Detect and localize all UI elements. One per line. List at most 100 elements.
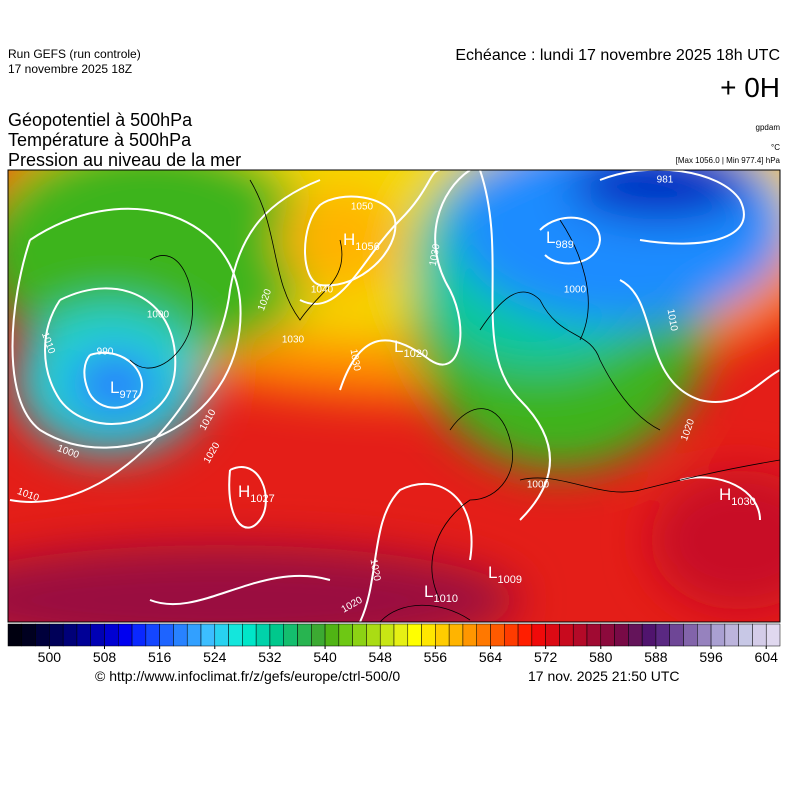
colorbar-label: 564: [479, 649, 503, 665]
color-swatch: [118, 623, 133, 647]
map-field: 1050 1040 1030 1030 1030 1000 990 1010 1…: [8, 170, 780, 622]
colorbar: 500 508 516 524 532 540 548 556 564 572 580 588 596 6…: [7, 623, 781, 665]
color-swatch: [283, 623, 298, 647]
color-swatch: [131, 623, 147, 647]
color-swatch: [517, 623, 533, 647]
center-kind: L: [110, 378, 119, 397]
color-swatch: [765, 623, 781, 647]
colorbar-label: 532: [258, 649, 282, 665]
isobar-label: 1040: [311, 285, 334, 296]
colorbar-label: 596: [699, 649, 723, 665]
color-swatch: [159, 623, 174, 647]
color-swatch: [338, 623, 353, 647]
colorbar-label: 580: [589, 649, 613, 665]
colorbar-label: 604: [755, 649, 779, 665]
center-kind: H: [719, 485, 731, 504]
color-swatch: [173, 623, 188, 647]
isobar-label: 981: [657, 175, 674, 186]
color-swatch: [35, 623, 50, 647]
color-swatch: [669, 623, 684, 647]
pressure-center: H1027: [238, 482, 275, 505]
unit-label: gpdam: [756, 123, 781, 132]
isobar-label: 1030: [428, 243, 443, 267]
color-swatch: [697, 623, 712, 647]
color-swatch: [255, 623, 271, 647]
isobar-label: 1000: [527, 480, 550, 491]
lead-time: + 0H: [720, 72, 780, 103]
color-swatch: [462, 623, 477, 647]
color-swatch: [738, 623, 753, 647]
coastlines: [129, 179, 780, 622]
color-swatch: [393, 623, 409, 647]
pressure-center: L977: [110, 378, 138, 401]
color-swatch: [752, 623, 767, 647]
color-swatch: [242, 623, 257, 647]
center-kind: L: [424, 582, 433, 601]
color-swatch: [21, 623, 36, 647]
color-swatch: [504, 623, 519, 647]
color-swatch: [311, 623, 326, 647]
colorbar-label: 556: [424, 649, 448, 665]
color-swatch: [628, 623, 643, 647]
isobar-label: 1000: [147, 310, 170, 321]
color-swatch: [641, 623, 657, 647]
color-swatch: [269, 623, 284, 647]
color-swatch: [49, 623, 64, 647]
color-swatch: [324, 623, 340, 647]
pressure-center: L1009: [488, 563, 522, 586]
color-swatch: [76, 623, 91, 647]
color-swatch: [710, 623, 726, 647]
pressure-center: H1030: [719, 485, 756, 508]
color-swatch: [490, 623, 505, 647]
center-value: 1009: [497, 574, 521, 586]
color-swatch: [586, 623, 602, 647]
color-swatch: [476, 623, 491, 647]
color-swatch: [200, 623, 216, 647]
color-swatch: [614, 623, 629, 647]
center-value: 989: [555, 239, 573, 251]
color-swatch: [531, 623, 546, 647]
color-swatch: [421, 623, 436, 647]
color-swatch: [352, 623, 367, 647]
source-url: © http://www.infoclimat.fr/z/gefs/europe…: [95, 668, 400, 684]
colorbar-label: 572: [534, 649, 558, 665]
isobars: [9, 170, 780, 622]
color-swatch: [435, 623, 450, 647]
colorbar-label: 516: [148, 649, 172, 665]
isobar-label: 1030: [282, 335, 305, 346]
color-swatch: [104, 623, 119, 647]
colorbar-label: 588: [644, 649, 668, 665]
extremes-label: [Max 1056.0 | Min 977.4] hPa: [676, 156, 781, 165]
pressure-center: H1056: [343, 230, 380, 253]
unit-label: °C: [771, 143, 780, 152]
run-date: 17 novembre 2025 18Z: [8, 62, 132, 76]
color-swatch: [366, 623, 381, 647]
isobar-label: 1030: [348, 348, 363, 372]
isobar-label: 1010: [665, 308, 680, 332]
color-swatch: [600, 623, 615, 647]
field-title: Température à 500hPa: [8, 130, 192, 150]
center-value: 1056: [355, 241, 379, 253]
colorbar-label: 540: [313, 649, 337, 665]
color-swatch: [655, 623, 670, 647]
generated-time: 17 nov. 2025 21:50 UTC: [528, 668, 680, 684]
color-swatch: [145, 623, 160, 647]
isobar-label: 1000: [564, 285, 587, 296]
center-value: 1010: [433, 593, 457, 605]
color-swatch: [545, 623, 560, 647]
color-swatch: [62, 623, 78, 647]
pressure-center: L989: [546, 228, 574, 251]
color-swatch: [379, 623, 395, 647]
pressure-center: L1020: [394, 337, 428, 360]
color-swatch: [214, 623, 229, 647]
field-title: Géopotentiel à 500hPa: [8, 110, 193, 130]
center-value: 977: [119, 389, 137, 401]
center-value: 1030: [731, 496, 755, 508]
colorbar-label: 548: [369, 649, 393, 665]
center-kind: H: [238, 482, 250, 501]
center-kind: H: [343, 230, 355, 249]
color-swatch: [559, 623, 574, 647]
color-swatch: [228, 623, 243, 647]
center-value: 1020: [403, 348, 427, 360]
